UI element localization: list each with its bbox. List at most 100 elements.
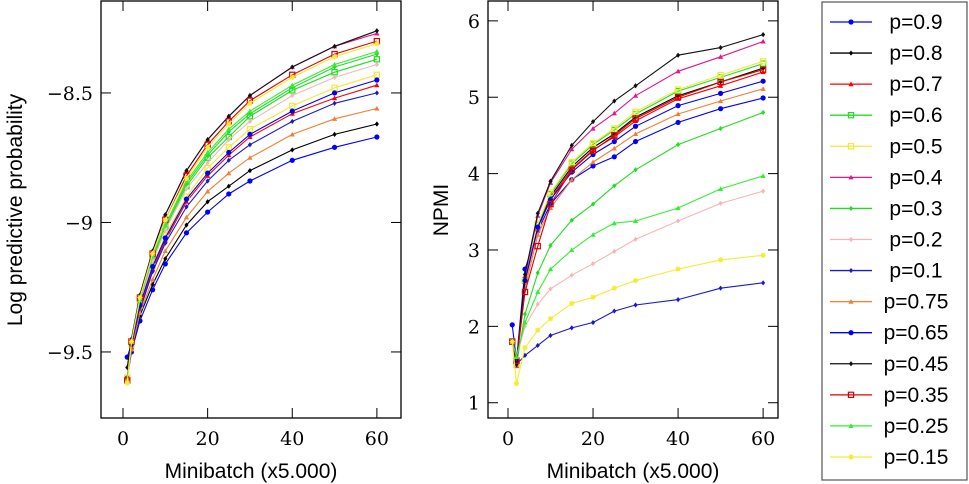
data-point <box>632 138 639 145</box>
data-point <box>535 301 540 307</box>
data-point <box>535 289 541 295</box>
data-point <box>759 58 767 65</box>
triangle-marker-icon <box>848 423 854 428</box>
data-point <box>589 139 597 147</box>
data-point <box>760 86 766 91</box>
data-point <box>183 214 190 220</box>
data-point <box>522 271 528 278</box>
y-axis-label: NPMI <box>430 184 453 237</box>
legend-label: p=0.7 <box>889 73 942 96</box>
data-point <box>247 118 253 125</box>
data-point <box>633 236 638 242</box>
data-point <box>590 201 596 207</box>
data-point <box>718 125 723 132</box>
data-point <box>633 167 638 173</box>
data-point <box>137 310 143 316</box>
data-point <box>150 250 156 257</box>
data-point <box>590 319 596 326</box>
legend-label: p=0.1 <box>889 260 942 283</box>
series-p=0.15 <box>509 252 766 387</box>
data-point <box>205 144 211 150</box>
square-marker-icon <box>847 391 855 399</box>
data-point <box>137 313 143 319</box>
data-point <box>522 352 528 358</box>
data-point <box>761 32 766 38</box>
legend: p=0.9 p=0.8 p=0.7 p=0.6 p=0.5 p=0.4 p=0.3 p=0.2… <box>821 1 968 481</box>
x-tick-label: 20 <box>581 428 605 450</box>
data-point <box>675 52 681 58</box>
series-p=0.35 <box>509 66 767 364</box>
x-tick-label: 0 <box>502 428 514 450</box>
data-point <box>331 95 338 101</box>
data-point <box>675 68 681 74</box>
data-point <box>522 345 528 351</box>
y-tick-label: −8.5 <box>47 83 93 105</box>
data-point <box>332 100 337 106</box>
data-point <box>205 152 210 158</box>
circle-marker-icon <box>848 330 854 336</box>
series-p=0.75 <box>509 86 766 367</box>
data-point <box>247 168 253 174</box>
legend-box <box>821 1 968 481</box>
series-p=0.75 <box>124 105 380 380</box>
data-point <box>226 191 232 197</box>
data-point <box>226 113 231 119</box>
data-point <box>535 224 541 230</box>
series-line <box>126 79 378 358</box>
x-axis-label: Minibatch (x5.000) <box>547 460 720 483</box>
series-p=0.2 <box>510 188 766 360</box>
data-point <box>548 332 553 339</box>
data-point <box>247 92 253 99</box>
data-point <box>374 61 379 68</box>
data-point <box>522 311 528 317</box>
data-point <box>247 108 253 114</box>
data-point <box>632 277 639 284</box>
data-point <box>548 242 553 248</box>
data-point <box>568 158 575 166</box>
data-point <box>535 342 540 349</box>
data-point <box>162 235 168 241</box>
data-point <box>535 210 540 216</box>
data-point <box>162 261 168 267</box>
data-point <box>125 364 130 371</box>
data-point <box>761 109 766 116</box>
data-point <box>289 82 295 88</box>
data-point <box>611 145 617 151</box>
data-point <box>674 94 682 101</box>
legend-label: p=0.75 <box>884 291 949 314</box>
series-p=0.45 <box>125 28 379 371</box>
data-point <box>569 146 575 152</box>
legend-entry: p=0.6 <box>830 104 943 127</box>
data-point <box>205 160 210 166</box>
data-point <box>374 90 379 96</box>
data-point <box>332 74 337 81</box>
data-point <box>183 196 190 202</box>
plot-frame <box>100 0 402 419</box>
data-point <box>590 232 596 237</box>
data-point <box>226 149 232 156</box>
data-point <box>124 380 130 386</box>
data-point <box>590 261 596 267</box>
data-point <box>535 270 540 276</box>
y-tick-label: 5 <box>468 87 480 109</box>
data-point <box>374 28 379 34</box>
data-point <box>150 276 156 282</box>
plot-frame <box>487 0 779 419</box>
series-line <box>126 32 378 378</box>
data-point <box>332 131 337 137</box>
data-point <box>509 339 515 345</box>
data-point <box>611 220 617 226</box>
series-line <box>126 92 378 378</box>
legend-label: p=0.2 <box>889 228 942 251</box>
data-point <box>760 78 766 84</box>
data-point <box>611 138 617 145</box>
data-point <box>205 149 211 155</box>
data-point <box>590 163 596 169</box>
x-tick-label: 20 <box>196 428 220 450</box>
data-point <box>547 200 554 208</box>
data-point <box>226 183 231 189</box>
data-point <box>374 134 380 140</box>
data-point <box>374 41 380 47</box>
data-point <box>569 217 574 223</box>
data-point <box>632 131 639 136</box>
